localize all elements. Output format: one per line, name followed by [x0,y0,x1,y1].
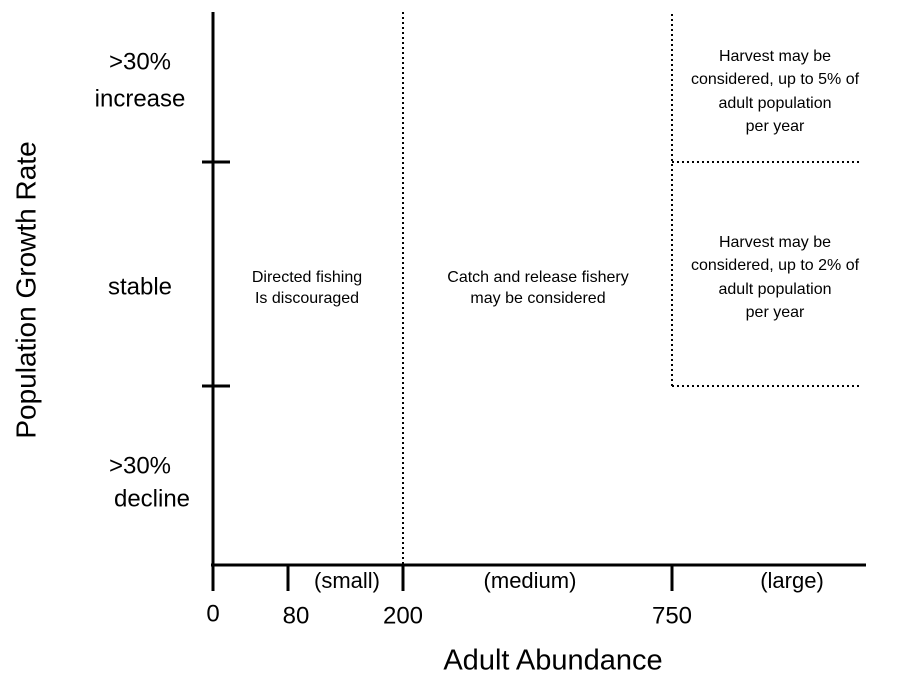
y-level: >30% [109,452,171,479]
zone-text: Directed fishing [252,269,362,286]
zone-text: adult population [719,281,832,298]
y-axis-title: Population Growth Rate [10,141,41,438]
zone-text: Harvest may be [719,48,831,65]
y-level: decline [114,485,190,512]
x-axis-title: Adult Abundance [443,645,662,677]
size-class: (small) [314,568,380,593]
zone-text: may be considered [470,290,605,307]
x-tick-label: 0 [206,600,219,627]
size-class: (large) [760,568,824,593]
zone-text: per year [746,304,805,321]
zone-text: Harvest may be [719,234,831,251]
zone-text: adult population [719,95,832,112]
x-tick-label: 80 [283,602,310,629]
x-tick-label: 750 [652,602,692,629]
zone-text: Is discouraged [255,290,359,307]
y-level: increase [95,85,186,112]
zone-text: considered, up to 5% of [691,71,860,88]
zone-text: per year [746,118,805,135]
size-class: (medium) [484,568,577,593]
x-tick-label: 200 [383,602,423,629]
y-level: stable [108,273,172,300]
zone-text: considered, up to 2% of [691,257,860,274]
zone-text: Catch and release fishery [447,269,628,286]
y-level: >30% [109,48,171,75]
